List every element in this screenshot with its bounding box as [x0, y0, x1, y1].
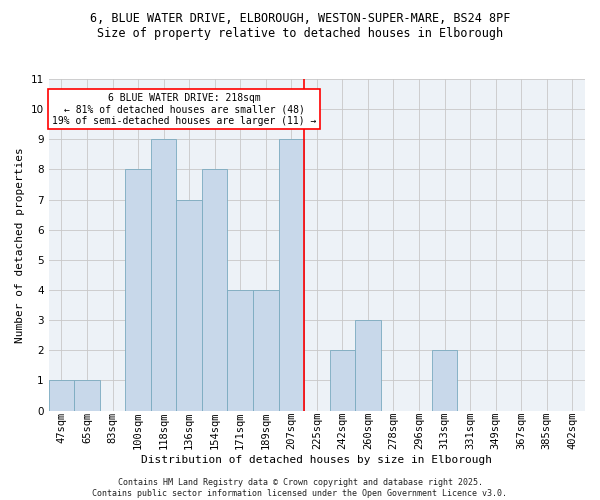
- Bar: [74, 380, 100, 410]
- X-axis label: Distribution of detached houses by size in Elborough: Distribution of detached houses by size …: [142, 455, 493, 465]
- Text: Contains HM Land Registry data © Crown copyright and database right 2025.
Contai: Contains HM Land Registry data © Crown c…: [92, 478, 508, 498]
- Y-axis label: Number of detached properties: Number of detached properties: [15, 147, 25, 342]
- Bar: [253, 290, 278, 410]
- Text: Size of property relative to detached houses in Elborough: Size of property relative to detached ho…: [97, 28, 503, 40]
- Text: 6, BLUE WATER DRIVE, ELBOROUGH, WESTON-SUPER-MARE, BS24 8PF: 6, BLUE WATER DRIVE, ELBOROUGH, WESTON-S…: [90, 12, 510, 26]
- Bar: [278, 140, 304, 410]
- Bar: [355, 320, 380, 410]
- Bar: [151, 140, 176, 410]
- Bar: [125, 170, 151, 410]
- Bar: [329, 350, 355, 410]
- Bar: [202, 170, 227, 410]
- Bar: [176, 200, 202, 410]
- Bar: [432, 350, 457, 410]
- Text: 6 BLUE WATER DRIVE: 218sqm
← 81% of detached houses are smaller (48)
19% of semi: 6 BLUE WATER DRIVE: 218sqm ← 81% of deta…: [52, 92, 316, 126]
- Bar: [227, 290, 253, 410]
- Bar: [49, 380, 74, 410]
